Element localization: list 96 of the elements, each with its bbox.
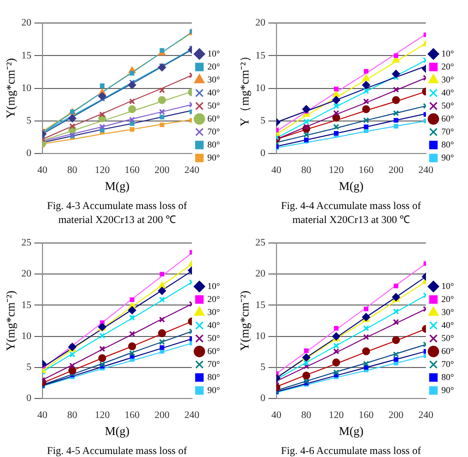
legend-label: 90° [207,384,220,395]
y-axis-title: Y(mg*cm⁻²) [3,290,18,351]
y-tick-label: 20 [21,268,32,280]
y-tick-label: 25 [255,238,266,249]
y-tick-label: 5 [26,116,32,127]
y-tick-label: 20 [255,268,266,280]
text: Fig. 4-5 Accumulate mass loss of [47,445,187,457]
y-tick-label: 5 [260,362,266,374]
y-tick-label: 0 [260,148,266,160]
x-tick-label: 40 [271,165,282,176]
x-tick-label: 40 [37,410,48,422]
x-tick-label: 80 [67,165,78,176]
x-tick-label: 40 [37,165,48,176]
legend-label: 50° [207,100,220,110]
legend-label: 40° [441,320,454,330]
x-tick-label: 80 [301,165,312,176]
x-tick-label: 240 [418,410,434,422]
x-tick-label: 160 [358,410,374,422]
legend-label: 40° [207,87,220,98]
x-tick-label: 120 [94,410,110,422]
legend-label: 70° [441,126,454,136]
text: Fig. 4-3 Accumulate mass loss of [47,200,187,214]
x-tick-label: 200 [154,410,170,422]
legend-label: 30° [207,306,220,317]
legend-label: 50° [441,100,454,110]
text: material X20Cr13 at 300 ℃ [292,214,410,228]
x-tick-label: 120 [94,165,110,176]
x-tick-label: 120 [328,165,344,176]
legend-label: 80° [207,372,220,382]
legend-label: 60° [441,113,454,124]
legend-label: 20° [441,294,454,304]
x-tick-label: 40 [271,410,282,422]
legend-label: 60° [441,346,454,356]
x-tick-label: 120 [328,410,344,422]
y-tick-label: 20 [21,18,32,29]
text: material X20Cr13 at 200 ℃ [58,214,176,228]
legend-label: 80° [207,139,220,150]
legend-label: 70° [207,126,220,136]
legend-label: 60° [207,346,220,356]
legend-label: 10° [441,280,454,291]
x-tick-label: 240 [184,165,200,176]
legend-label: 20° [207,294,220,304]
y-tick-label: 15 [255,300,266,311]
text: Fig. 4-4 Accumulate mass loss of [281,200,421,214]
y-tick-label: 25 [21,238,32,249]
x-tick-label: 200 [388,410,404,422]
y-tick-label: 0 [260,393,266,404]
legend-label: 30° [441,306,454,317]
x-axis-title: M(g) [338,178,364,193]
x-axis-title: M(g) [104,178,130,193]
legend-label: 60° [207,113,220,124]
x-tick-label: 240 [418,165,434,176]
legend-label: 10° [441,48,454,58]
legend-label: 90° [441,384,454,395]
y-tick-label: 15 [255,50,266,62]
x-tick-label: 240 [184,410,200,422]
legend-label: 40° [207,320,220,330]
legend-label: 80° [441,372,454,382]
legend-label: 90° [207,152,220,162]
x-tick-label: 160 [124,410,140,422]
x-axis-title: M(g) [104,424,130,438]
x-axis-title: M(g) [338,424,364,438]
legend-label: 20° [207,61,220,72]
y-tick-label: 5 [26,362,32,374]
y-tick-label: 15 [21,50,32,62]
legend-label: 70° [441,358,454,369]
x-tick-label: 200 [154,165,170,176]
y-tick-label: 10 [21,82,32,94]
legend-label: 20° [441,61,454,72]
y-tick-label: 20 [255,18,266,29]
y-tick-label: 15 [21,300,32,311]
legend-label: 30° [207,74,220,84]
y-tick-label: 10 [255,82,266,94]
legend-label: 70° [207,358,220,369]
x-tick-label: 80 [67,410,78,422]
legend-label: 40° [441,87,454,98]
legend-label: 80° [441,139,454,150]
y-axis-title: Y(mg*cm⁻²) [3,58,18,118]
y-axis-title: Y(mg*cm⁻²) [237,290,252,351]
y-axis-title: Y（mg*cm⁻²） [237,50,252,126]
legend-label: 10° [207,48,220,58]
legend-label: 10° [207,280,220,291]
legend-label: 50° [441,332,454,343]
x-tick-label: 160 [358,165,374,176]
legend-label: 90° [441,152,454,162]
y-tick-label: 0 [26,393,32,404]
y-tick-label: 10 [255,330,266,342]
x-tick-label: 200 [388,165,404,176]
legend-label: 50° [207,332,220,343]
legend-label: 30° [441,74,454,84]
x-tick-label: 80 [301,410,312,422]
y-tick-label: 0 [26,148,32,160]
y-tick-label: 10 [21,330,32,342]
x-tick-label: 160 [124,165,140,176]
text: Fig. 4-6 Accumulate mass loss of [281,445,421,457]
y-tick-label: 5 [260,116,266,127]
